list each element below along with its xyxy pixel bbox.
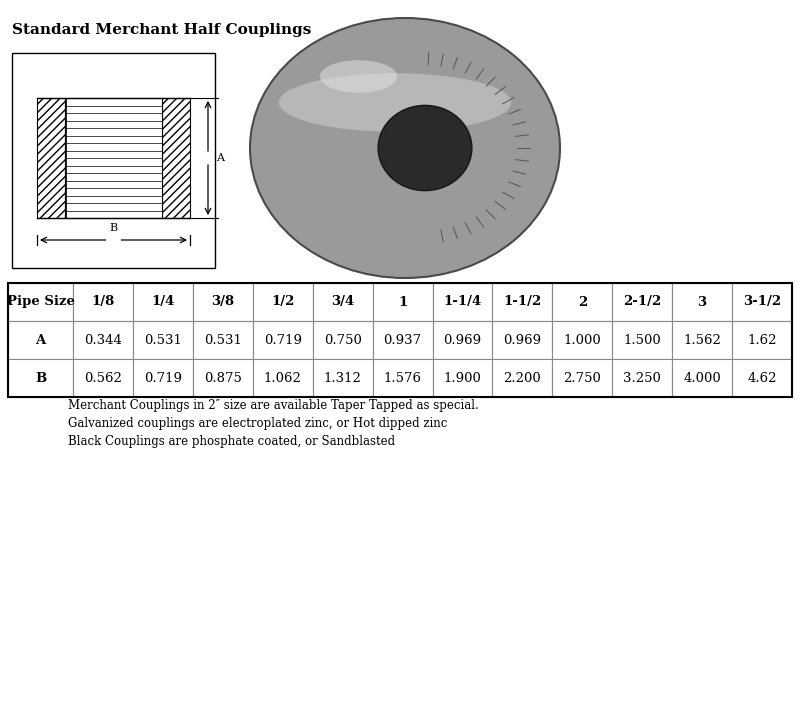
Bar: [193, 283, 253, 321]
Bar: [433, 283, 493, 321]
Bar: [8, 359, 73, 397]
Ellipse shape: [320, 60, 398, 93]
Text: 1.062: 1.062: [264, 372, 302, 385]
Bar: [313, 359, 373, 397]
Text: 0.344: 0.344: [84, 333, 122, 346]
Text: Merchant Couplings in 2″ size are available Taper Tapped as special.: Merchant Couplings in 2″ size are availa…: [68, 399, 478, 412]
Bar: [672, 359, 732, 397]
Text: 1.900: 1.900: [443, 372, 482, 385]
Bar: [732, 359, 792, 397]
Bar: [37, 98, 65, 218]
Bar: [193, 321, 253, 359]
Text: B: B: [110, 223, 118, 233]
Text: Black Couplings are phosphate coated, or Sandblasted: Black Couplings are phosphate coated, or…: [68, 435, 395, 448]
Bar: [373, 321, 433, 359]
Text: 2: 2: [578, 296, 587, 309]
Text: 4.000: 4.000: [683, 372, 721, 385]
Bar: [133, 321, 193, 359]
Bar: [193, 359, 253, 397]
Bar: [433, 321, 493, 359]
Text: 1.312: 1.312: [324, 372, 362, 385]
Bar: [612, 321, 672, 359]
Text: A: A: [216, 153, 224, 163]
Bar: [373, 359, 433, 397]
Bar: [672, 321, 732, 359]
Text: 1/8″ – 1″ Taper Tapped(NPT),1-1/4– 2″ Straight Tapped(NPS), 2.5″ – 6″Taper Tappe: 1/8″ – 1″ Taper Tapped(NPT),1-1/4– 2″ St…: [68, 381, 604, 394]
Bar: [253, 321, 313, 359]
Text: A: A: [35, 333, 46, 346]
Bar: [12, 53, 215, 268]
Text: 0.937: 0.937: [383, 333, 422, 346]
Text: 0.750: 0.750: [324, 333, 362, 346]
Bar: [162, 98, 190, 218]
Text: 1.000: 1.000: [563, 333, 601, 346]
Text: 1.500: 1.500: [623, 333, 661, 346]
Text: Notes:: Notes:: [12, 381, 54, 394]
Bar: [8, 321, 73, 359]
Bar: [73, 283, 133, 321]
Bar: [493, 359, 552, 397]
Ellipse shape: [378, 106, 472, 190]
Bar: [612, 359, 672, 397]
Bar: [253, 283, 313, 321]
Text: 2.200: 2.200: [503, 372, 542, 385]
Text: 0.531: 0.531: [204, 333, 242, 346]
Text: 0.875: 0.875: [204, 372, 242, 385]
Ellipse shape: [250, 18, 560, 278]
Text: 3/4: 3/4: [331, 296, 354, 309]
Bar: [493, 321, 552, 359]
Bar: [552, 283, 612, 321]
Text: 4.62: 4.62: [747, 372, 777, 385]
Text: Galvanized couplings are electroplated zinc, or Hot dipped zinc: Galvanized couplings are electroplated z…: [68, 417, 447, 430]
Bar: [552, 321, 612, 359]
Text: 3.250: 3.250: [623, 372, 661, 385]
Bar: [253, 359, 313, 397]
Text: 3: 3: [698, 296, 706, 309]
Text: Standard Merchant Half Couplings: Standard Merchant Half Couplings: [12, 23, 311, 37]
Text: 3-1/2: 3-1/2: [743, 296, 781, 309]
Text: 1/8: 1/8: [91, 296, 114, 309]
Bar: [732, 321, 792, 359]
Bar: [133, 283, 193, 321]
Text: 0.719: 0.719: [264, 333, 302, 346]
Bar: [433, 359, 493, 397]
Text: 1: 1: [398, 296, 407, 309]
Bar: [73, 359, 133, 397]
Text: Pipe Size: Pipe Size: [6, 296, 74, 309]
Bar: [73, 321, 133, 359]
Bar: [65, 98, 162, 218]
Text: 1/4: 1/4: [151, 296, 174, 309]
Bar: [672, 283, 732, 321]
Text: 0.969: 0.969: [503, 333, 542, 346]
Bar: [8, 283, 73, 321]
Bar: [612, 283, 672, 321]
Bar: [133, 359, 193, 397]
Bar: [373, 283, 433, 321]
Text: Merchant Steel Half Couplings Conforms to: ASTM A865, ASME B1.20.1: Merchant Steel Half Couplings Conforms t…: [12, 353, 474, 366]
Bar: [732, 283, 792, 321]
Text: 1-1/4: 1-1/4: [443, 296, 482, 309]
Bar: [313, 321, 373, 359]
Text: 3/8: 3/8: [211, 296, 234, 309]
Text: 0.531: 0.531: [144, 333, 182, 346]
Bar: [552, 359, 612, 397]
Text: 0.969: 0.969: [443, 333, 482, 346]
Text: 1-1/2: 1-1/2: [503, 296, 542, 309]
Text: 1.562: 1.562: [683, 333, 721, 346]
Bar: [313, 283, 373, 321]
Bar: [493, 283, 552, 321]
Text: 2.750: 2.750: [563, 372, 602, 385]
Text: 1/2: 1/2: [271, 296, 294, 309]
Text: 0.719: 0.719: [144, 372, 182, 385]
Text: 2-1/2: 2-1/2: [623, 296, 662, 309]
Text: 0.562: 0.562: [84, 372, 122, 385]
Ellipse shape: [278, 73, 511, 132]
Text: 1.576: 1.576: [383, 372, 422, 385]
Text: 1.62: 1.62: [747, 333, 777, 346]
Bar: [8, 283, 792, 397]
Text: B: B: [35, 372, 46, 385]
